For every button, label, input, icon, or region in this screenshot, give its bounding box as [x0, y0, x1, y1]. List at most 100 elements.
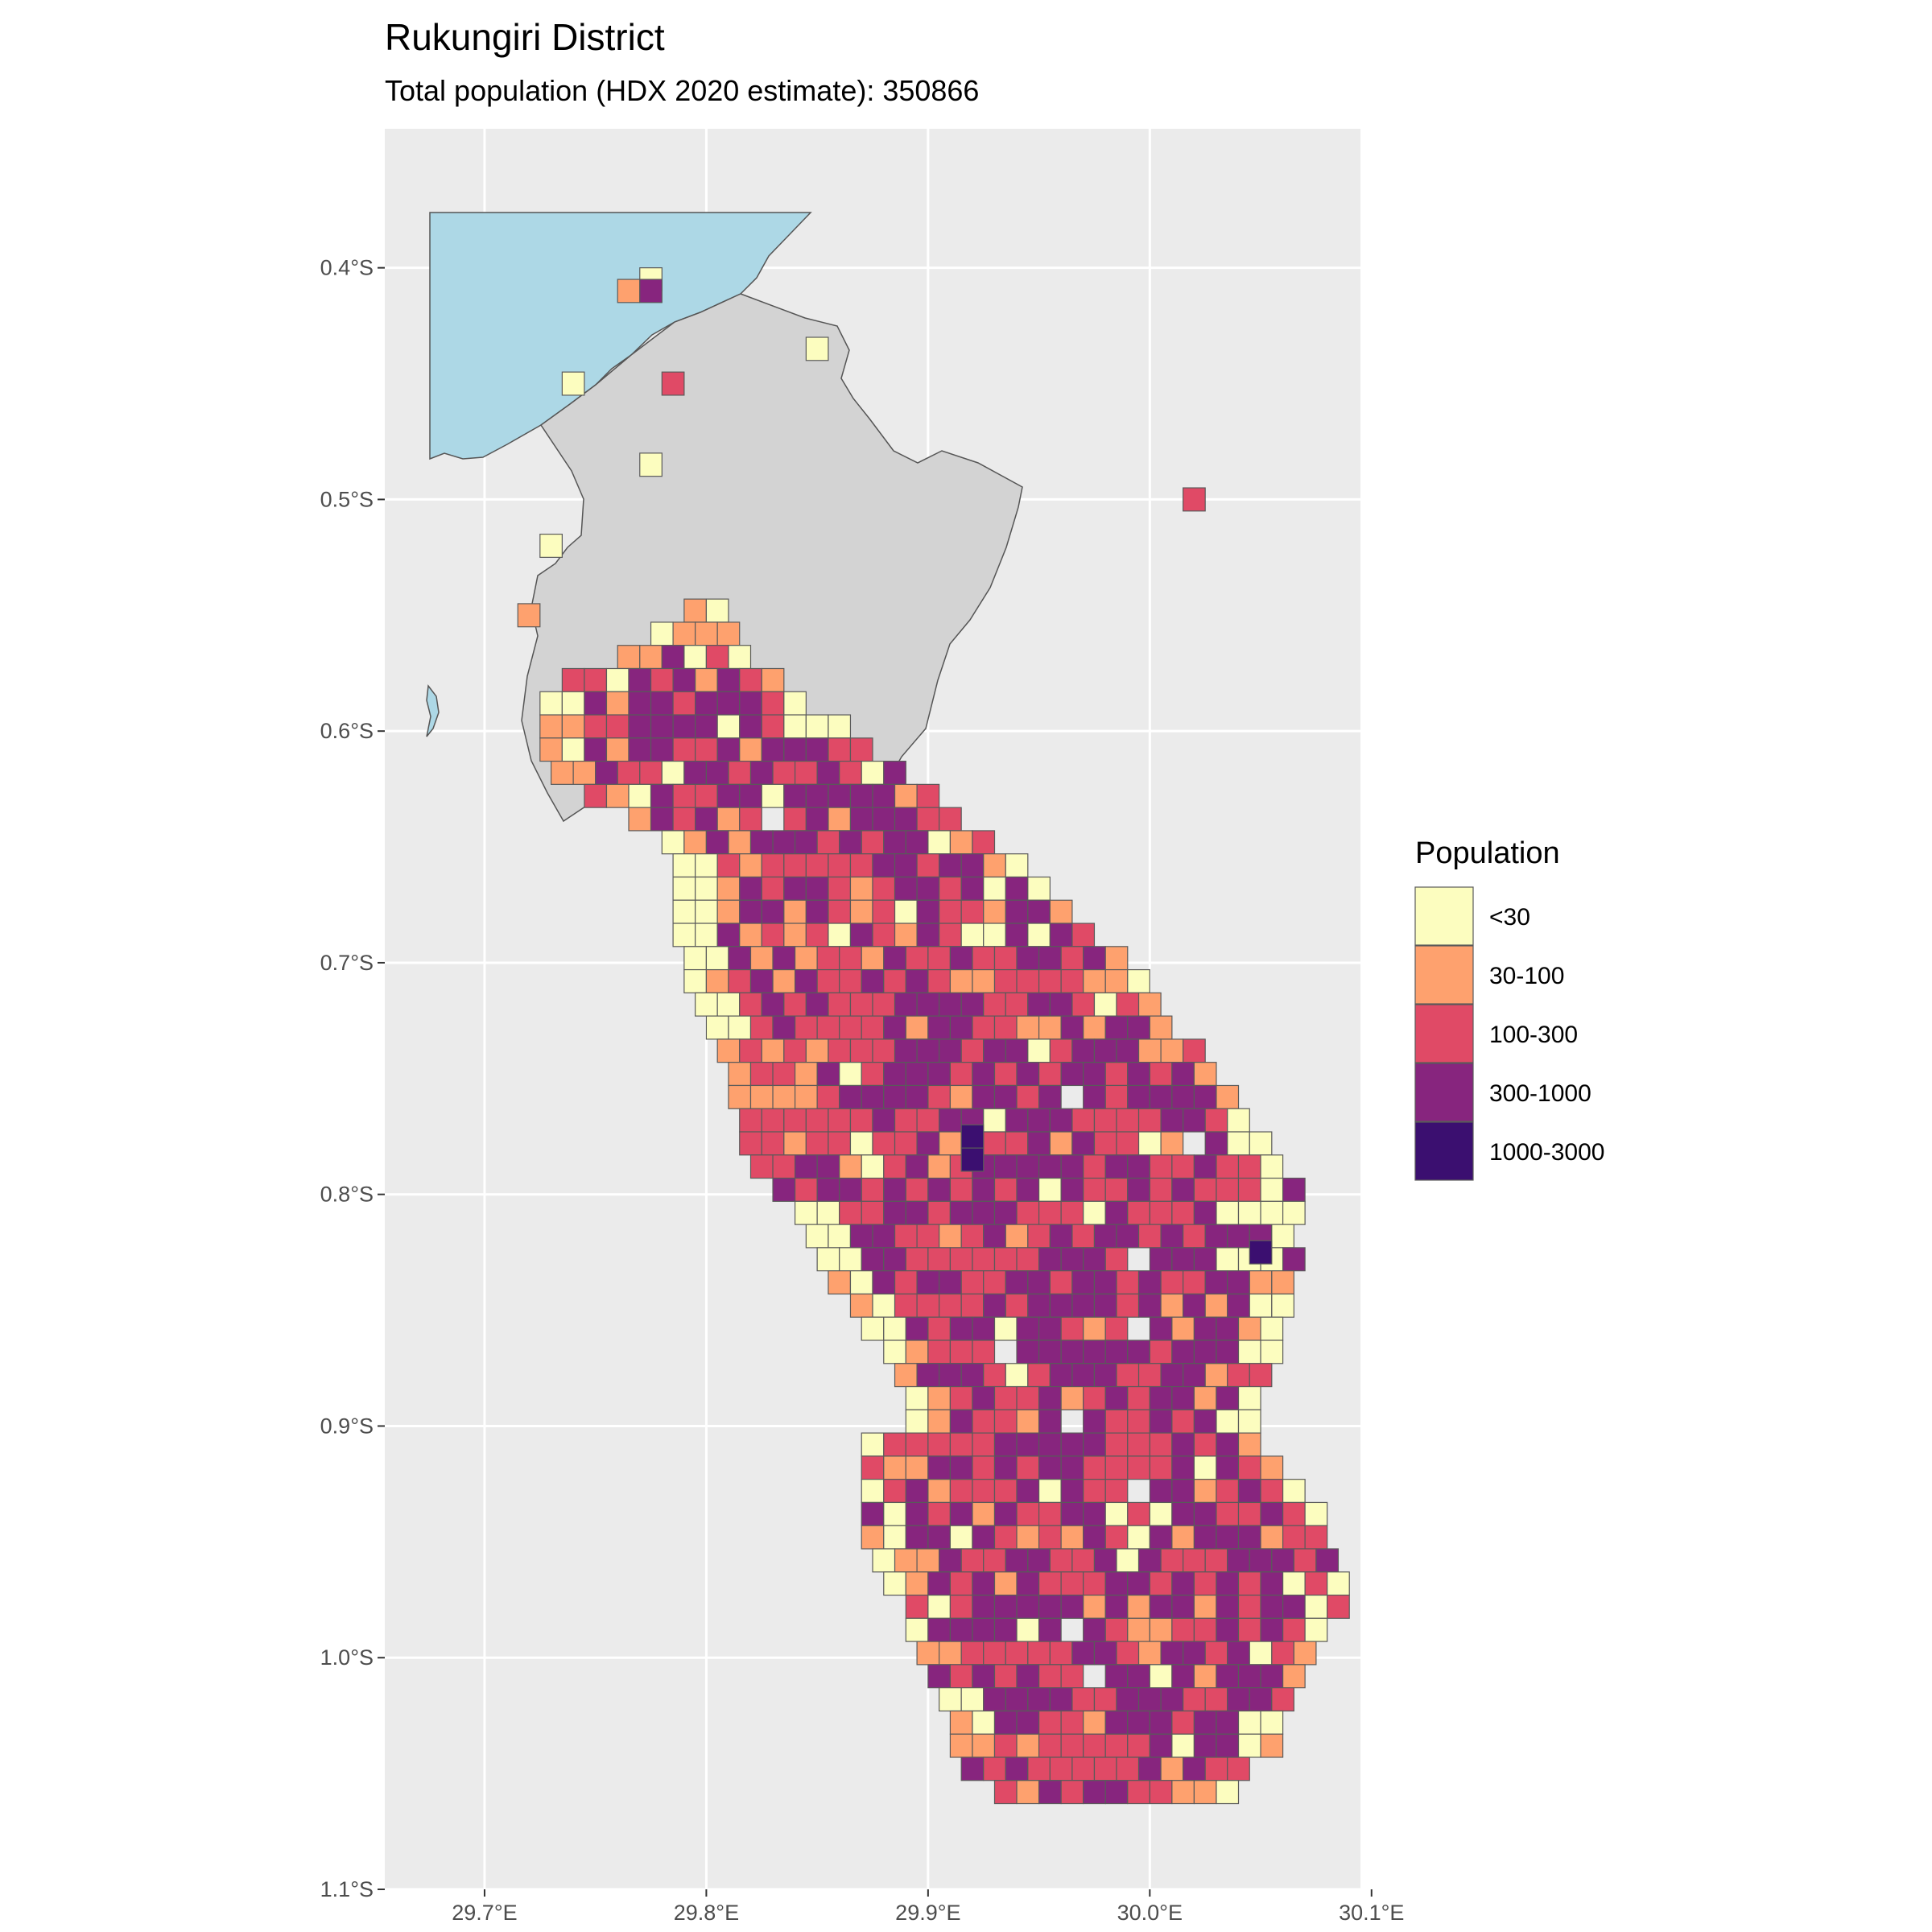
population-cell: [972, 1247, 996, 1272]
population-cell: [1160, 1757, 1184, 1781]
population-cell: [1193, 1062, 1217, 1087]
population-cell: [805, 737, 829, 762]
population-cell: [1193, 1247, 1217, 1272]
population-cell: [1083, 1340, 1106, 1364]
population-cell: [1083, 1015, 1106, 1040]
population-cell: [849, 737, 873, 762]
population-cell: [972, 1617, 996, 1642]
population-cell: [683, 598, 708, 623]
population-cell: [1104, 1664, 1129, 1689]
population-cell: [1038, 1409, 1062, 1434]
population-cell: [927, 1501, 952, 1526]
population-cell: [794, 946, 818, 971]
population-cell: [1227, 1687, 1250, 1712]
legend-label: 300-1000: [1489, 1080, 1591, 1107]
population-cell: [628, 783, 652, 808]
x-axis: 29.7°E 29.8°E 29.9°E 30.0°E 30.1°E: [452, 1889, 1404, 1925]
population-cell: [993, 1780, 1018, 1805]
population-cell: [983, 1293, 1006, 1318]
population-cell: [1149, 1479, 1173, 1504]
population-cell: [584, 667, 608, 692]
population-cell: [972, 1084, 996, 1109]
population-cell: [728, 968, 752, 993]
population-cell: [1083, 1733, 1106, 1758]
population-cell: [927, 1455, 952, 1480]
population-cell: [705, 645, 729, 670]
population-cell: [1104, 1385, 1129, 1410]
population-cell: [1127, 1340, 1150, 1364]
population-cell: [927, 1571, 952, 1596]
population-cell: [739, 1038, 762, 1063]
population-cell: [672, 667, 696, 692]
population-cell: [1327, 1594, 1350, 1619]
population-cell: [993, 1455, 1018, 1480]
population-cell: [772, 946, 796, 971]
population-cell: [960, 1363, 985, 1388]
population-cell: [1060, 1432, 1084, 1457]
population-cell: [1183, 1641, 1206, 1666]
population-cell: [1149, 1084, 1173, 1109]
population-cell: [1016, 1200, 1040, 1225]
population-cell: [1049, 899, 1073, 924]
population-cell: [960, 899, 985, 924]
population-cell: [672, 714, 696, 739]
population-cell: [1016, 1571, 1040, 1596]
population-cell: [1071, 1224, 1096, 1249]
population-cell: [1005, 923, 1029, 947]
population-cell: [905, 1501, 929, 1526]
population-cell: [839, 1247, 862, 1272]
population-cell: [1304, 1571, 1328, 1596]
population-cell: [805, 807, 829, 832]
population-cell: [1005, 1131, 1029, 1156]
legend-label: 100-300: [1489, 1022, 1578, 1048]
population-cell: [783, 1108, 807, 1133]
population-cell: [1160, 1548, 1184, 1573]
population-cell: [927, 968, 952, 993]
population-cell: [1005, 1641, 1029, 1666]
population-cell: [972, 1062, 996, 1087]
population-cell: [1204, 1108, 1228, 1133]
population-cell: [1038, 1780, 1062, 1805]
population-cell: [1249, 1131, 1273, 1156]
population-cell: [1216, 1316, 1240, 1341]
population-cell: [905, 1177, 929, 1202]
population-cell: [1171, 1617, 1195, 1642]
population-cell: [1149, 1409, 1173, 1434]
population-cell: [1171, 1409, 1195, 1434]
population-cell: [894, 899, 918, 924]
population-cell: [905, 1432, 929, 1457]
population-cell: [1149, 1594, 1173, 1619]
population-cell: [1016, 1594, 1040, 1619]
population-cell: [1204, 1131, 1228, 1156]
population-cell: [1104, 1177, 1129, 1202]
population-cell: [761, 899, 785, 924]
population-cell: [1249, 1240, 1273, 1265]
population-cell: [949, 946, 973, 971]
population-cell: [1083, 1385, 1106, 1410]
population-cell: [1038, 1455, 1062, 1480]
population-cell: [883, 1571, 906, 1596]
population-cell: [1083, 1594, 1106, 1619]
population-cell: [705, 946, 729, 971]
population-cell: [972, 1200, 996, 1225]
population-cell: [1038, 1247, 1062, 1272]
population-cell: [728, 1015, 752, 1040]
population-cell: [1049, 1131, 1073, 1156]
population-cell: [916, 1548, 940, 1573]
population-cell: [849, 923, 873, 947]
population-cell: [1237, 1617, 1261, 1642]
population-cell: [1227, 1270, 1250, 1295]
population-cell: [1137, 1363, 1162, 1388]
population-cell: [561, 737, 585, 762]
population-cell: [650, 691, 674, 716]
population-cell: [539, 691, 563, 716]
population-cell: [1016, 1340, 1040, 1364]
population-cell: [1149, 1154, 1173, 1179]
population-cell: [939, 1363, 962, 1388]
population-cell: [927, 946, 952, 971]
population-cell: [861, 1247, 885, 1272]
population-cell: [916, 1270, 940, 1295]
population-cell: [1060, 1780, 1084, 1805]
population-cell: [993, 968, 1018, 993]
population-cell: [1193, 1177, 1217, 1202]
